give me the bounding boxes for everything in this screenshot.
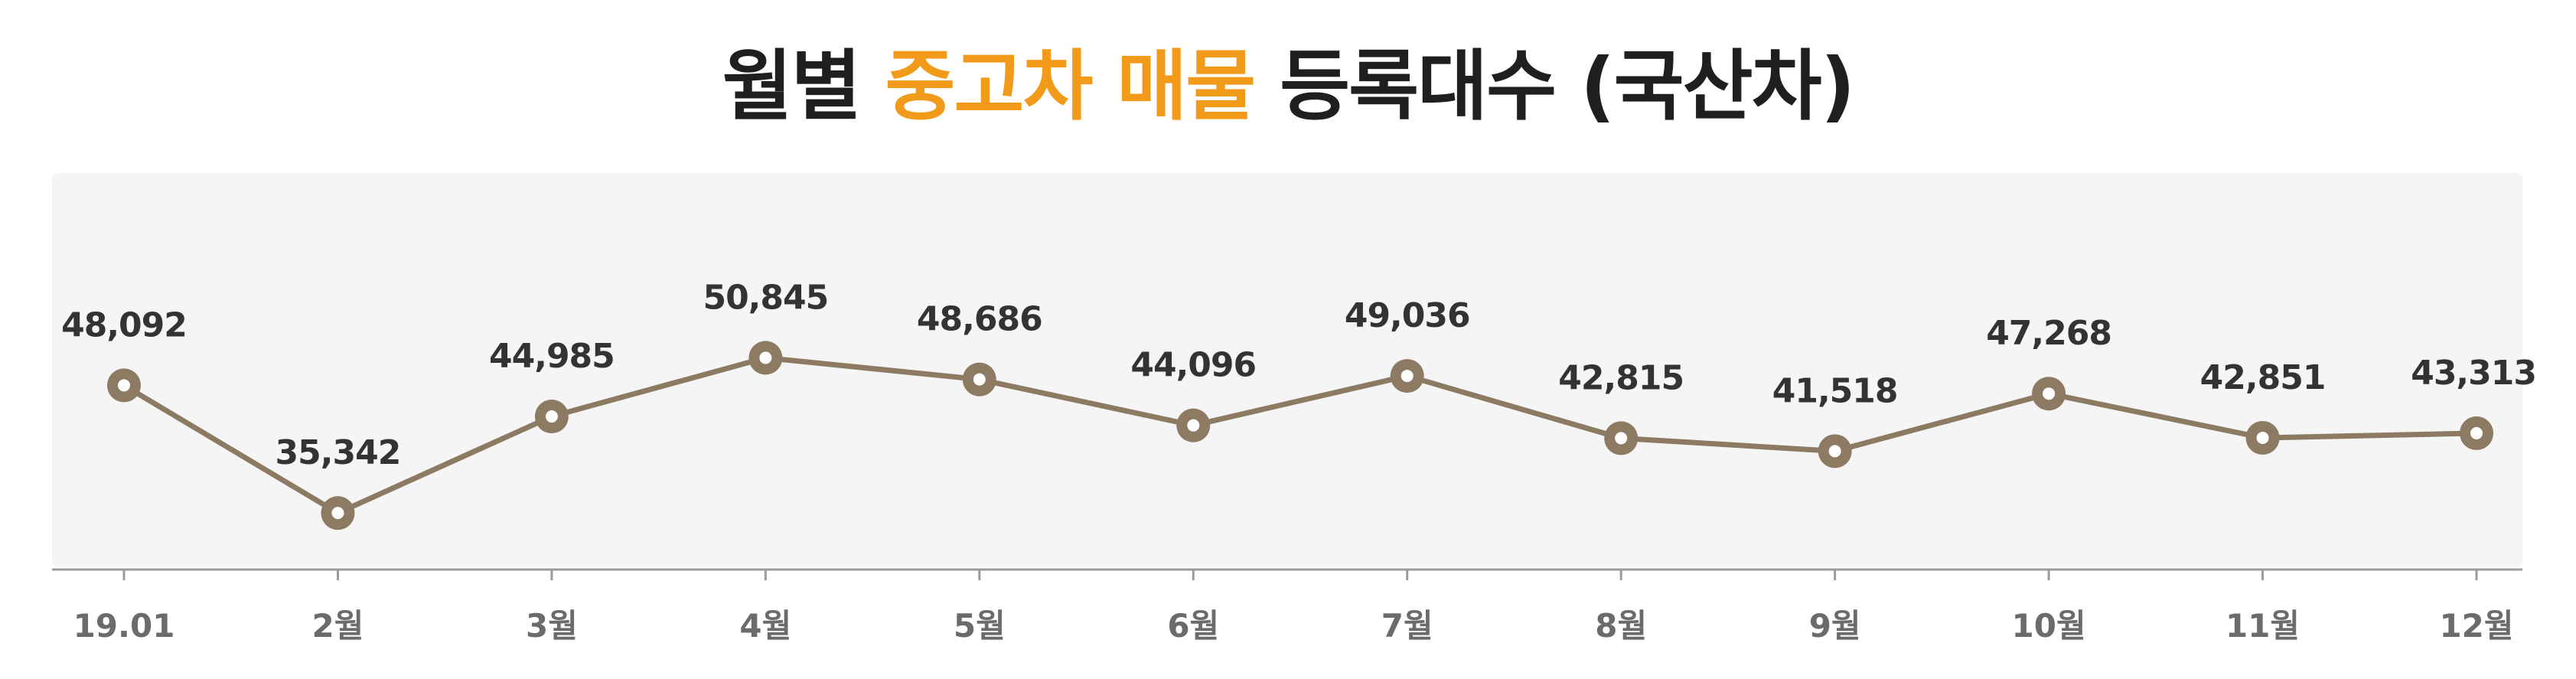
data-point [1818, 434, 1852, 468]
data-point [2460, 416, 2493, 450]
data-point [534, 400, 569, 434]
data-point [321, 496, 355, 530]
x-tick-label: 3월 [526, 607, 578, 645]
title-part-1: 월별 [722, 41, 885, 131]
data-label: 41,518 [1772, 371, 1898, 410]
data-label: 44,985 [489, 337, 615, 376]
data-label: 42,851 [2200, 358, 2326, 397]
data-point [1176, 408, 1211, 442]
x-tick-label: 2월 [312, 607, 364, 645]
data-point [1390, 359, 1424, 393]
data-point-marker-center [118, 379, 130, 392]
data-label: 50,845 [703, 278, 828, 317]
x-tick-label: 11월 [2225, 607, 2300, 645]
data-point [1604, 421, 1639, 455]
data-point [2245, 420, 2280, 455]
x-tick-label: 7월 [1381, 607, 1433, 645]
data-label: 47,268 [1986, 314, 2111, 353]
data-label: 35,342 [276, 433, 401, 472]
data-point-marker-center [2470, 426, 2483, 439]
data-point-marker-center [2043, 387, 2056, 400]
data-point-marker-center [545, 410, 558, 423]
x-tick-label: 10월 [2012, 607, 2086, 645]
data-point-marker-center [973, 373, 986, 386]
data-point [748, 341, 783, 375]
data-point-marker-center [1828, 445, 1841, 458]
x-tick-label: 19.01 [73, 607, 175, 645]
title-accent: 중고차 매물 [885, 41, 1256, 131]
data-point-marker-center [2256, 431, 2269, 444]
data-point-marker-center [759, 351, 772, 364]
data-label: 48,686 [917, 300, 1042, 339]
data-label: 48,092 [61, 305, 187, 344]
title-part-3: 등록대수 (국산차) [1254, 41, 1855, 131]
plot-panel [52, 173, 2522, 567]
x-tick-label: 4월 [739, 607, 791, 645]
x-tick-label: 8월 [1595, 607, 1647, 645]
data-point-marker-center [1400, 370, 1414, 383]
data-point-marker-center [1615, 432, 1628, 445]
x-tick-label: 9월 [1809, 607, 1861, 645]
data-label: 49,036 [1345, 296, 1470, 335]
data-point [107, 368, 141, 403]
data-point [962, 362, 996, 397]
chart-title: 월별 중고차 매물 등록대수 (국산차) [0, 37, 2576, 136]
x-tick-label: 6월 [1167, 607, 1219, 645]
data-label: 42,815 [1558, 358, 1684, 397]
series-line [121, 354, 2480, 516]
x-tick-label: 5월 [954, 607, 1006, 645]
data-point [2032, 377, 2066, 411]
data-label: 44,096 [1130, 346, 1256, 385]
x-tick-label: 12월 [2439, 607, 2513, 645]
data-label: 43,313 [2411, 354, 2536, 393]
data-point-marker-center [331, 507, 344, 520]
data-point-marker-center [1187, 419, 1200, 432]
